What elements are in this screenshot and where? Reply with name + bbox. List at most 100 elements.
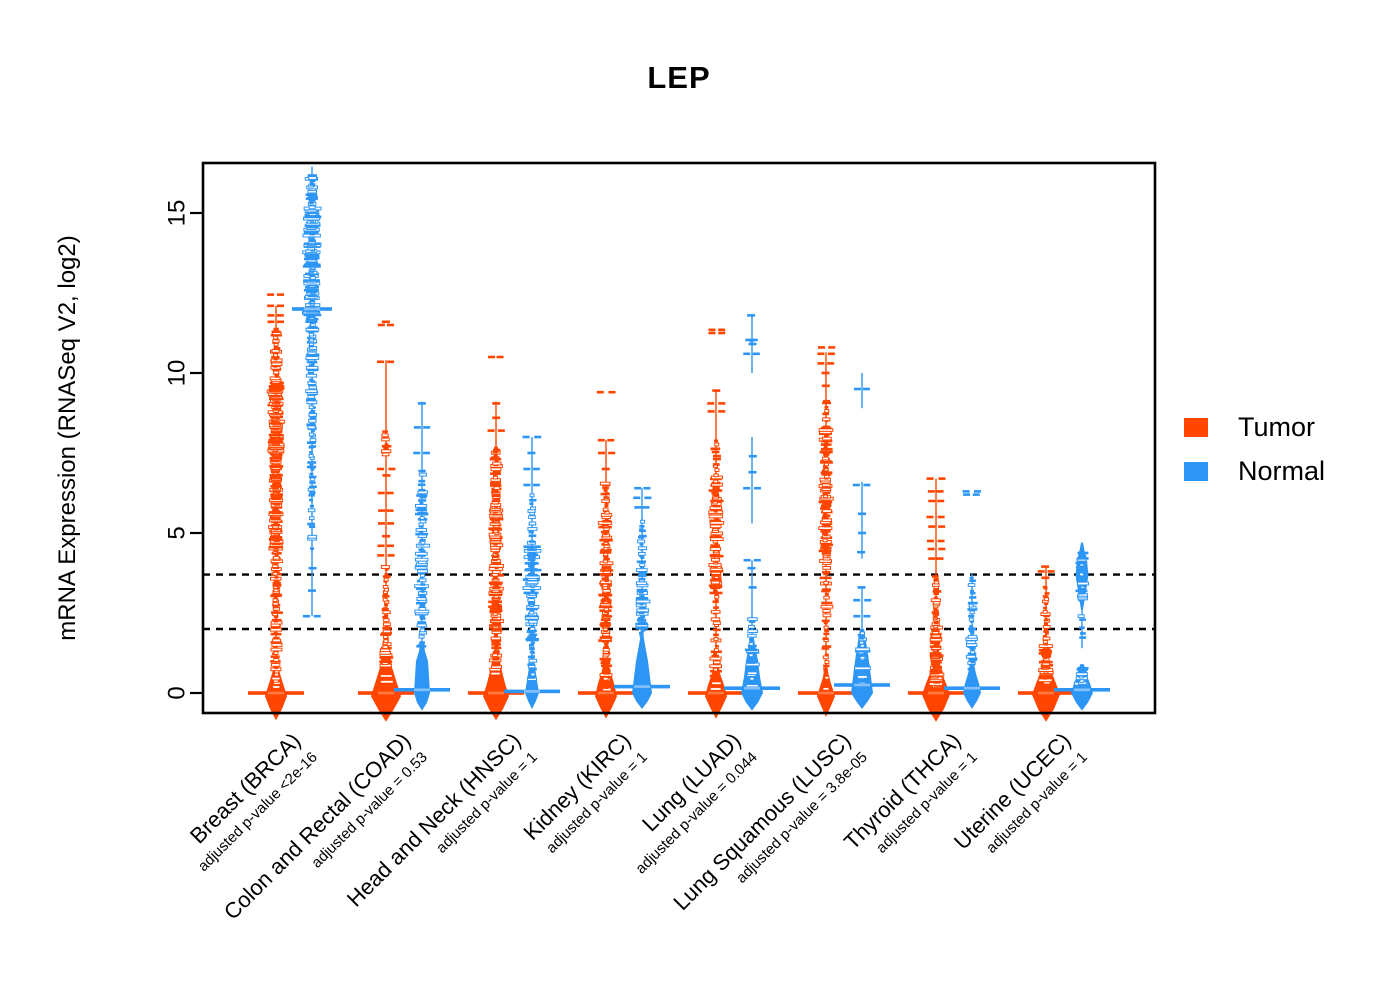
point-KKIRC-tumor [599, 623, 611, 626]
point-BBRCA-tumor [270, 647, 283, 652]
point-CRCOAD-normal [419, 516, 425, 520]
point-KKIRC-tumor [604, 502, 609, 506]
point-KKIRC-tumor [604, 575, 609, 579]
point-CRCOAD-tumor [381, 433, 389, 438]
point-LSLUSC-normal [856, 686, 867, 690]
outlier-LSLUSC-normal [858, 512, 867, 516]
point-BBRCA-tumor [273, 609, 278, 613]
y-tick-label-5: 5 [163, 526, 190, 539]
outlier-LSLUSC-normal [853, 387, 861, 391]
point-LSLUSC-tumor [822, 412, 829, 416]
point-CRCOAD-normal [420, 540, 426, 545]
point-TTHCA-normal [969, 625, 974, 628]
point-HNHNSC-tumor [490, 481, 501, 485]
point-CRCOAD-tumor [382, 610, 391, 615]
point-CRCOAD-tumor [384, 603, 389, 607]
point-BBRCA-normal [307, 196, 318, 199]
outlier-KKIRC-normal [634, 486, 642, 490]
point-LLUAD-normal [748, 682, 756, 685]
outlier-LSLUSC-tumor [827, 362, 835, 365]
point-LSLUSC-tumor [823, 399, 831, 403]
point-KKIRC-normal [638, 621, 647, 625]
point-CRCOAD-normal [419, 604, 426, 608]
point-BBRCA-normal [307, 394, 316, 399]
point-BBRCA-tumor [272, 353, 278, 358]
point-KKIRC-tumor [602, 559, 608, 564]
point-CRCOAD-normal [418, 634, 425, 639]
point-HNHNSC-tumor [492, 489, 499, 492]
point-CRCOAD-normal [415, 508, 427, 512]
point-KKIRC-tumor [601, 597, 611, 601]
point-CRCOAD-normal [419, 615, 425, 619]
point-LSLUSC-tumor [823, 664, 830, 668]
point-CRCOAD-normal [416, 494, 428, 497]
point-LSLUSC-tumor [822, 570, 831, 574]
point-LLUAD-tumor [711, 681, 722, 686]
point-HNHNSC-normal [527, 676, 536, 679]
point-HNHNSC-normal [528, 530, 534, 534]
point-LLUAD-normal [747, 665, 758, 669]
point-LLUAD-tumor [713, 652, 718, 656]
point-CRCOAD-normal [420, 648, 425, 652]
point-TTHCA-normal [967, 608, 978, 611]
outlier-KKIRC-normal [634, 506, 642, 509]
outlier-KKIRC-tumor [597, 438, 605, 442]
outlier-HNHNSC-normal [534, 435, 542, 439]
point-KKIRC-tumor [599, 551, 612, 554]
point-CRCOAD-tumor [382, 593, 389, 597]
point-LSLUSC-tumor [822, 425, 831, 429]
outlier-UUCEC-tumor [1041, 565, 1050, 568]
point-BBRCA-tumor [274, 375, 279, 378]
point-BBRCA-normal [309, 485, 317, 489]
point-LSLUSC-normal [857, 633, 865, 637]
point-TTHCA-normal [969, 579, 976, 583]
outlier-LLUAD-normal [748, 586, 757, 589]
point-LSLUSC-tumor [824, 675, 830, 680]
point-HNHNSC-tumor [489, 517, 504, 521]
point-HNHNSC-normal [529, 546, 534, 550]
point-KKIRC-tumor [602, 676, 609, 681]
y-tick-label-0: 0 [163, 686, 190, 699]
point-CRCOAD-tumor [382, 430, 388, 433]
outlier-LLUAD-normal [753, 486, 761, 490]
point-HNHNSC-normal [527, 527, 538, 531]
outlier-LLUAD-tumor [718, 331, 726, 335]
point-HNHNSC-normal [527, 635, 536, 639]
outlier-CRCOAD-normal [423, 451, 431, 455]
outlier-BBRCA-normal [307, 589, 316, 592]
point-LSLUSC-tumor [823, 670, 828, 673]
point-BBRCA-tumor [270, 333, 282, 337]
point-BBRCA-normal [305, 398, 317, 402]
point-LSLUSC-tumor [823, 447, 828, 450]
median-line-inner-BBRCA-tumor [268, 691, 284, 695]
point-CRCOAD-tumor [382, 629, 392, 634]
point-LLUAD-tumor [712, 454, 721, 458]
point-KKIRC-tumor [603, 686, 609, 689]
point-UUCEC-normal [1079, 567, 1084, 571]
outlier-LLUAD-tumor [718, 402, 726, 405]
point-UUCEC-tumor [1043, 642, 1048, 646]
point-KKIRC-normal [639, 634, 644, 637]
point-HNHNSC-normal [528, 564, 535, 568]
point-LLUAD-normal [749, 638, 754, 641]
outlier-LLUAD-tumor [718, 328, 726, 332]
point-LSLUSC-tumor [821, 552, 831, 555]
point-KKIRC-normal [636, 560, 646, 564]
point-LLUAD-normal [744, 648, 758, 652]
point-LSLUSC-tumor [821, 531, 829, 535]
point-UUCEC-normal [1079, 686, 1085, 689]
point-BBRCA-tumor [274, 672, 280, 677]
point-BBRCA-tumor [271, 330, 281, 334]
point-CRCOAD-normal [419, 617, 426, 620]
outlier-TTHCA-tumor [937, 499, 945, 503]
outlier-LLUAD-tumor [712, 389, 721, 392]
point-LSLUSC-normal [855, 647, 870, 652]
point-LSLUSC-normal [859, 636, 865, 640]
point-UUCEC-tumor [1042, 625, 1051, 629]
point-KKIRC-tumor [600, 624, 611, 628]
point-LLUAD-tumor [713, 633, 719, 637]
point-KKIRC-tumor [602, 588, 611, 593]
point-UUCEC-normal [1079, 632, 1086, 635]
point-LLUAD-tumor [713, 672, 718, 676]
point-KKIRC-normal [638, 552, 646, 556]
